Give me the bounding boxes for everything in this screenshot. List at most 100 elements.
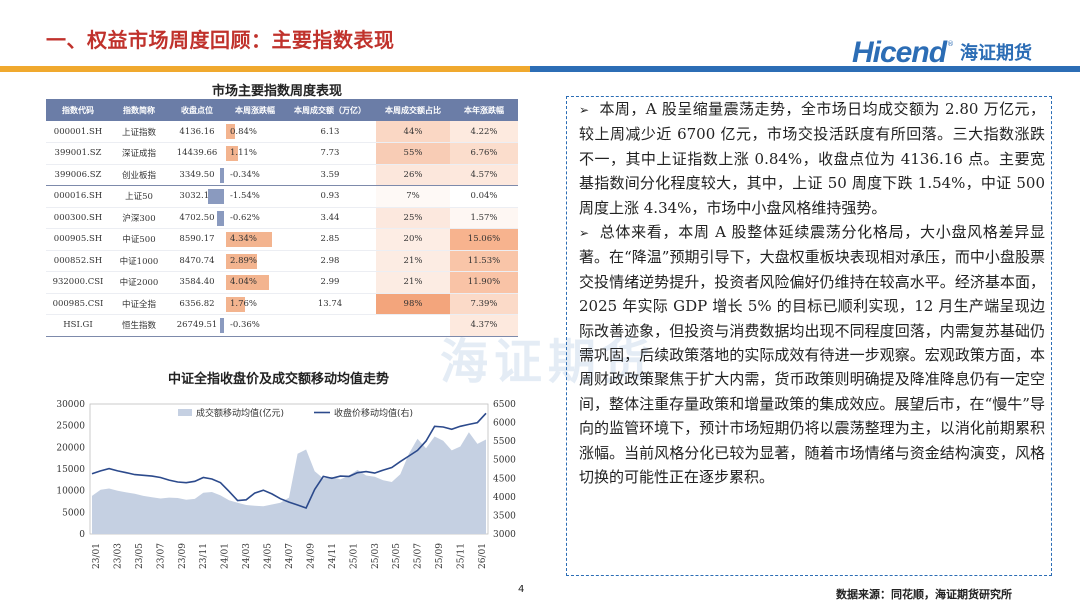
table-row: 000905.SH 中证500 8590.17 4.34% 2.85 20% 15.06% [46,228,518,251]
cell-name: 中证全指 [110,293,168,315]
y-tick-right: 3500 [493,511,516,521]
cell-ytd-change: 11.90% [450,271,518,294]
cell-code: 000852.SH [46,250,110,272]
cell-weekly-change: -0.62% [217,207,284,229]
col-header-turnover: 本周成交额（万亿） [284,99,376,121]
table-title: 市场主要指数周度表现 [212,84,343,99]
y-tick-left: 5000 [62,508,85,518]
cell-code: 000985.CSI [46,293,110,315]
cell-name: 沪深300 [110,207,168,229]
cell-close: 4702.50 [168,207,226,229]
cell-turnover-share: 7% [376,185,450,208]
table-row: 000001.SH 上证指数 4136.16 0.84% 6.13 44% 4.22% [46,121,518,143]
index-chart: 30000 25000 20000 15000 10000 5000 0 6500 6000 55… [46,392,526,578]
cell-turnover: 3.59 [284,164,376,186]
weekly-change-value: 1.11% [230,148,258,159]
cell-ytd-change: 4.57% [450,164,518,186]
y-tick-left: 0 [79,530,85,540]
weekly-change-bar [226,275,269,290]
y-tick-right: 4000 [493,493,516,503]
cell-name: 恒生指数 [110,314,168,337]
cell-name: 创业板指 [110,164,168,186]
table-row: 399006.SZ 创业板指 3349.50 -0.34% 3.59 26% 4.57% [46,164,518,186]
cell-close: 14439.66 [168,142,226,165]
x-tick-label: 24/11 [328,543,338,569]
cell-weekly-change: -0.36% [220,314,284,337]
cell-close: 3349.50 [168,164,226,186]
table-row: HSI.GI 恒生指数 26749.51 -0.36% 4.37% [46,314,518,337]
y-tick-left: 10000 [56,487,85,497]
x-tick-label: 24/03 [242,543,252,569]
y-tick-right: 5500 [493,437,516,447]
cell-turnover: 0.93 [284,185,376,208]
x-tick-label: 23/11 [199,543,209,569]
header-divider [0,66,1080,72]
x-tick-label: 25/11 [457,543,467,569]
cell-close: 4136.16 [168,121,226,143]
cell-turnover-share: 26% [376,164,450,186]
table-row: 000852.SH 中证1000 8470.74 2.89% 2.98 21% 11.53% [46,250,518,272]
cell-turnover: 7.73 [284,142,376,165]
cell-name: 上证50 [110,185,168,208]
x-tick-label: 25/01 [349,543,359,569]
cell-weekly-change: -1.54% [207,185,284,208]
cell-code: 000905.SH [46,228,110,251]
logo-registered-mark: ® [947,40,955,48]
x-tick-label: 25/05 [392,543,402,569]
commentary-text-2: 总体来看，本周 A 股整体延续震荡分化格局，大小盘风格差异显著。在“降温”预期引… [579,223,1045,487]
header-divider-blue [530,66,1080,72]
y-tick-left: 25000 [56,422,85,432]
cell-name: 上证指数 [110,121,168,143]
cell-turnover-share: 98% [376,293,450,315]
cell-name: 中证2000 [110,271,168,294]
cell-turnover [284,314,376,337]
turnover-area-series [92,432,486,534]
cell-turnover-share: 55% [376,142,450,165]
cell-ytd-change: 4.37% [450,314,518,337]
cell-code: 399001.SZ [46,142,110,165]
weekly-change-value: 4.04% [230,277,258,288]
col-header-turnover-share: 本周成交额占比 [376,99,450,121]
chart-title: 中证全指收盘价及成交额移动均值走势 [168,372,390,387]
x-tick-label: 24/09 [306,543,316,569]
weekly-change-bar [226,146,238,161]
table-row: 000985.CSI 中证全指 6356.82 1.76% 13.74 98% 7.39% [46,293,518,315]
cell-ytd-change: 15.06% [450,228,518,251]
close-price-line-series [91,412,487,509]
cell-turnover-share: 44% [376,121,450,143]
weekly-change-value: 0.84% [230,126,258,137]
bullet-arrow-icon: ➢ [579,226,590,241]
x-tick-label: 25/03 [371,543,381,569]
cell-weekly-change: -0.34% [220,164,284,186]
y-tick-right: 6000 [493,419,516,429]
weekly-change-bar [226,232,272,247]
page-number: 4 [518,584,525,595]
cell-turnover: 2.98 [284,250,376,272]
y-tick-right: 3000 [493,530,516,540]
x-tick-label: 23/07 [156,543,166,569]
cell-weekly-change: 1.11% [226,142,284,165]
cell-weekly-change: 4.04% [226,271,284,294]
x-tick-label: 24/01 [221,543,231,569]
col-header-name: 指数简称 [110,99,168,121]
cell-weekly-change: 2.89% [226,250,284,272]
table-row: 000300.SH 沪深300 4702.50 -0.62% 3.44 25% 1.57% [46,207,518,229]
cell-ytd-change: 11.53% [450,250,518,272]
cell-close: 6356.82 [168,293,226,315]
y-tick-right: 4500 [493,474,516,484]
col-header-ytd-change: 本年涨跌幅 [450,99,518,121]
cell-ytd-change: 4.22% [450,121,518,143]
y-tick-left: 15000 [56,465,85,475]
table-row: 000016.SH 上证50 3032.19 -1.54% 0.93 7% 0.04% [46,185,518,208]
weekly-change-value: -0.34% [230,169,260,180]
weekly-change-value: 2.89% [230,255,258,266]
table-header-row: 指数代码 指数简称 收盘点位 本周涨跌幅 本周成交额（万亿） 本周成交额占比 本… [46,99,518,121]
weekly-change-bar [226,124,235,139]
cell-turnover: 2.99 [284,271,376,294]
index-performance-table: 指数代码 指数简称 收盘点位 本周涨跌幅 本周成交额（万亿） 本周成交额占比 本… [46,99,518,337]
cell-ytd-change: 0.04% [450,185,518,208]
cell-turnover-share: 21% [376,250,450,272]
x-tick-label: 26/01 [478,543,488,569]
weekly-change-value: -0.36% [230,320,260,331]
cell-close: 8590.17 [168,228,226,251]
